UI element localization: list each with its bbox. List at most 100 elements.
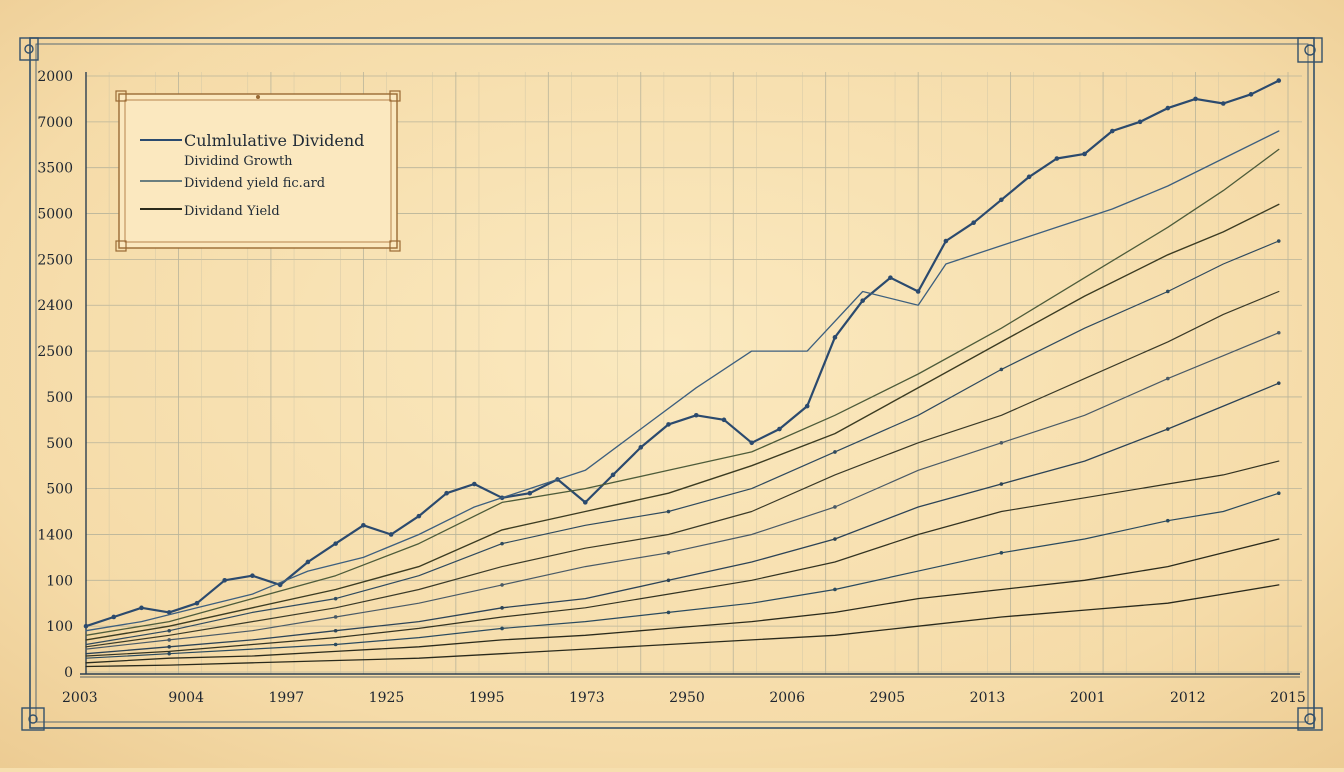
x-tick-label: 2001 xyxy=(1070,690,1106,706)
data-point xyxy=(1110,128,1115,134)
data-point xyxy=(1166,376,1170,381)
data-point xyxy=(305,559,311,565)
data-point xyxy=(1166,289,1170,294)
data-point xyxy=(333,628,338,633)
data-point xyxy=(333,642,338,647)
series-line xyxy=(85,460,1280,657)
data-point xyxy=(139,605,144,611)
x-tick-label: 2013 xyxy=(970,690,1006,706)
series-line xyxy=(85,130,1280,632)
y-tick-label: 0 xyxy=(64,665,73,681)
series-group xyxy=(85,330,1281,650)
data-point xyxy=(999,440,1004,445)
x-tick-label: 2003 xyxy=(62,690,98,706)
data-point xyxy=(361,522,366,528)
data-point xyxy=(444,490,449,496)
x-tick-label: 1973 xyxy=(569,690,605,706)
series-line xyxy=(85,492,1280,659)
data-point xyxy=(333,541,338,546)
data-point xyxy=(1054,156,1060,161)
data-point xyxy=(500,606,504,610)
series-line xyxy=(85,584,1280,668)
data-point xyxy=(1220,101,1226,106)
data-point xyxy=(1276,239,1281,243)
data-point xyxy=(83,623,89,629)
y-tick-label: 7000 xyxy=(37,115,73,131)
data-point xyxy=(167,644,172,649)
series-line xyxy=(85,382,1280,655)
series-group xyxy=(85,130,1280,632)
data-point xyxy=(888,275,893,281)
data-point xyxy=(971,220,976,226)
data-point xyxy=(999,197,1004,203)
data-point xyxy=(388,532,394,537)
x-tick-label: 1997 xyxy=(269,690,305,706)
data-point xyxy=(1166,427,1170,431)
data-point xyxy=(194,600,200,606)
data-point xyxy=(582,500,588,505)
data-point xyxy=(166,610,172,615)
series-group xyxy=(85,491,1281,659)
data-point xyxy=(1082,151,1087,157)
data-point xyxy=(167,628,172,633)
y-tick-label: 100 xyxy=(46,619,73,635)
data-point xyxy=(833,450,837,454)
series-group xyxy=(85,460,1280,657)
data-point xyxy=(1248,92,1254,97)
corner-ornament-top-left xyxy=(19,37,39,61)
data-point xyxy=(833,505,837,509)
legend-label-dividend-yield-ficard: Dividend yield fic.ard xyxy=(184,176,325,191)
series-line xyxy=(85,203,1280,641)
corner-ornament-top-right xyxy=(1297,37,1323,63)
data-point xyxy=(860,298,865,303)
legend-label-dividend-growth: Dividind Growth xyxy=(184,154,293,169)
series-line xyxy=(85,240,1280,646)
data-point xyxy=(500,541,504,546)
legend-top-ornament xyxy=(256,95,260,99)
data-point xyxy=(666,610,671,615)
legend: Culmlulative Dividend Dividind Growth Di… xyxy=(115,90,401,252)
data-point xyxy=(1276,381,1281,385)
data-point xyxy=(1165,105,1171,111)
series-layer xyxy=(83,78,1282,668)
x-tick-label: 2012 xyxy=(1170,690,1206,706)
data-point xyxy=(167,638,172,642)
data-point xyxy=(999,367,1004,372)
data-point xyxy=(416,513,422,519)
series-group xyxy=(85,148,1280,636)
data-point xyxy=(666,551,671,555)
data-point xyxy=(1276,78,1282,83)
data-point xyxy=(749,440,755,446)
legend-inner-border xyxy=(124,99,392,243)
y-tick-label: 500 xyxy=(46,436,73,452)
axes xyxy=(80,72,1300,678)
data-point xyxy=(777,426,782,432)
data-point xyxy=(333,615,338,619)
legend-corner-ornaments xyxy=(115,90,401,252)
x-tick-label: 2950 xyxy=(669,690,705,706)
legend-label-cumulative-dividend: Culmlulative Dividend xyxy=(184,131,364,150)
data-point xyxy=(333,596,338,601)
outer-frame xyxy=(29,37,1315,729)
y-tick-label: 2400 xyxy=(37,298,73,314)
y-tick-label: 1400 xyxy=(37,527,73,543)
data-point xyxy=(500,583,504,587)
data-point xyxy=(1026,174,1032,180)
series-line xyxy=(85,332,1280,650)
corner-ornament-bottom-left xyxy=(21,707,45,731)
data-point xyxy=(638,445,644,450)
data-point xyxy=(167,651,172,656)
data-point xyxy=(1193,96,1198,102)
data-point xyxy=(999,482,1004,486)
data-point xyxy=(915,289,921,294)
series-line xyxy=(85,290,1280,648)
data-point xyxy=(472,481,477,487)
series-group xyxy=(85,239,1281,646)
y-tick-label: 100 xyxy=(46,573,73,589)
grid xyxy=(86,72,1302,674)
data-point xyxy=(832,335,838,340)
data-point xyxy=(721,417,727,423)
series-group xyxy=(85,203,1280,641)
data-point xyxy=(693,412,699,418)
data-point xyxy=(1276,330,1281,335)
